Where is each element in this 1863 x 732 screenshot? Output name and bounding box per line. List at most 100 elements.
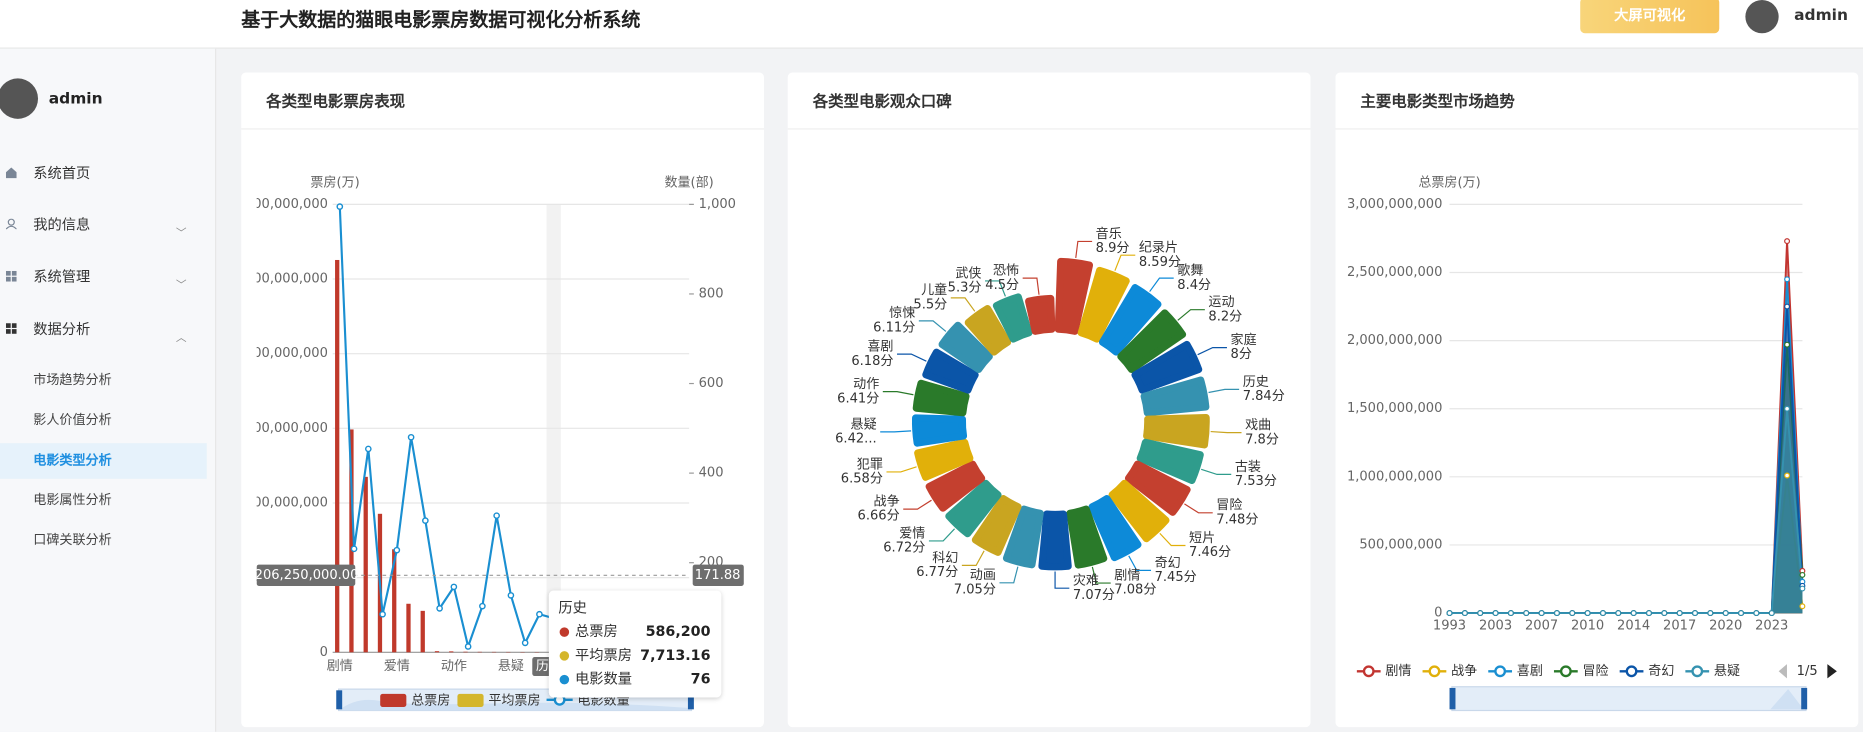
pager-next	[1827, 664, 1837, 679]
point	[1707, 610, 1714, 617]
submenu-label[interactable]: 市场趋势分析	[33, 371, 112, 388]
area	[1449, 475, 1803, 614]
line	[1449, 306, 1804, 615]
menu-label[interactable]: 系统首页	[33, 165, 91, 182]
data-zoom	[1451, 686, 1807, 712]
y-axis-name: 票房(万)	[310, 174, 359, 190]
pie-segment	[992, 293, 1033, 343]
menu-item[interactable]: 我的信息 ﹀	[0, 207, 215, 243]
pie-label-name: 惊悚	[889, 306, 915, 321]
label-line	[1054, 571, 1070, 589]
submenu-label[interactable]: 电影类型分析	[33, 452, 112, 469]
submenu-label[interactable]: 口碑关联分析	[33, 532, 112, 548]
pager-label: 1/5	[1797, 664, 1818, 679]
x-tick-label: 2014	[1617, 619, 1650, 634]
area	[1449, 344, 1803, 614]
bar	[349, 429, 354, 653]
label-line	[1022, 277, 1040, 295]
pie-label-value: 6.66分	[858, 509, 900, 524]
y-tick-label: 1,200,000,000	[232, 197, 327, 212]
point	[364, 445, 372, 453]
menu-label[interactable]: 我的信息	[33, 216, 91, 233]
point	[1461, 610, 1468, 617]
label-line	[1114, 254, 1136, 271]
pie-label-name: 家庭	[1231, 332, 1257, 348]
point	[1446, 610, 1453, 617]
legend-label: 奇幻	[1648, 663, 1674, 679]
label-line	[918, 320, 947, 332]
pie-segment	[1143, 414, 1210, 449]
pie-segment	[922, 348, 979, 394]
y-tick-label: 2,500,000,000	[1347, 265, 1442, 280]
icon	[5, 218, 17, 230]
point	[479, 602, 486, 610]
point	[493, 512, 500, 519]
data-zoom-shadow	[338, 699, 692, 711]
label-line	[1197, 347, 1227, 356]
point	[407, 433, 415, 441]
submenu-item[interactable]: 市场趋势分析	[0, 362, 207, 398]
menu-item[interactable]: 系统首页	[0, 156, 215, 192]
submenu-item[interactable]: 影人价值分析	[0, 403, 207, 439]
submenu-label[interactable]: 电影属性分析	[33, 491, 112, 508]
user-name[interactable]: admin	[1794, 7, 1848, 25]
submenu-label[interactable]: 影人价值分析	[33, 412, 112, 428]
pie-segment	[914, 438, 974, 481]
tooltip-name: 电影数量	[575, 671, 632, 688]
icon	[5, 270, 17, 282]
pie-label-name: 儿童	[921, 282, 947, 298]
line	[1449, 408, 1804, 615]
menu-item[interactable]: 数据分析 ︿	[0, 311, 215, 347]
pie-label-value: 7.48分	[1216, 512, 1258, 527]
pie-label-value: 7.53分	[1235, 474, 1277, 489]
tooltip-dot	[559, 674, 570, 685]
avatar[interactable]	[1745, 0, 1779, 34]
menu-label[interactable]: 系统管理	[33, 268, 91, 286]
area	[1449, 408, 1803, 614]
pie-label-value: 7.05分	[954, 582, 996, 597]
menu-item[interactable]: 系统管理 ﹀	[0, 259, 215, 295]
pie-label-value: 8分	[1231, 347, 1252, 362]
legend-label: 总票房	[411, 693, 450, 709]
pie-segment	[1131, 340, 1203, 394]
submenu-item[interactable]: 电影类型分析	[0, 443, 207, 479]
pie-segment	[1124, 460, 1191, 516]
submenu-item[interactable]: 电影属性分析	[0, 482, 207, 518]
pie-segment	[1002, 505, 1044, 569]
y-tick-label: 800,000,000	[245, 346, 328, 361]
tooltip-name: 平均票房	[575, 647, 632, 664]
line	[1449, 241, 1804, 615]
point	[1692, 610, 1698, 617]
point	[1569, 610, 1576, 617]
data-zoom-handle	[1801, 687, 1808, 710]
submenu-item[interactable]: 口碑关联分析	[0, 523, 207, 559]
pie-segment	[971, 495, 1022, 556]
label-line	[999, 566, 1019, 584]
button-label[interactable]: 大屏可视化	[1614, 7, 1686, 24]
pie-segment	[1077, 266, 1130, 343]
pie-label-name: 武侠	[955, 266, 981, 281]
menu-label[interactable]: 数据分析	[33, 320, 91, 338]
y-tick-label: 1,000,000,000	[1347, 469, 1442, 484]
chart-title: 主要电影类型市场趋势	[1360, 92, 1515, 111]
line	[1449, 475, 1804, 615]
point	[1492, 610, 1499, 617]
pie-label-value: 5.5分	[913, 297, 947, 312]
big-screen-button[interactable]: 大屏可视化	[1580, 0, 1720, 34]
pie-label-value: 6.11分	[873, 321, 915, 336]
pie-label-name: 科幻	[932, 551, 958, 566]
divider	[1335, 128, 1859, 130]
point	[521, 639, 529, 647]
legend-label: 剧情	[1385, 664, 1411, 679]
pie-segment	[1054, 257, 1094, 335]
pie-segment	[925, 460, 986, 512]
pointer-label-box	[256, 564, 356, 586]
pie-segment	[911, 414, 968, 447]
point	[1799, 571, 1806, 578]
point	[450, 583, 458, 591]
pointer-label: 206,250,000.00	[255, 568, 359, 583]
pie-label-name: 灾难	[1073, 573, 1099, 589]
label-line	[882, 391, 914, 396]
sidebar: admin 系统首页 我的信息 ﹀ 系统管理 ﹀ 数据分析 ︿ 市场趋势分析 影人价值…	[0, 48, 217, 732]
pie-label-name: 戏曲	[1245, 418, 1271, 433]
